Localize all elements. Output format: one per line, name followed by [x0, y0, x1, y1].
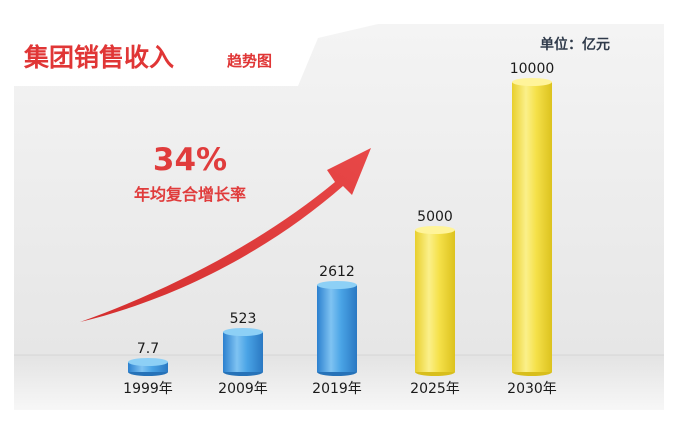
bar-body — [128, 362, 168, 372]
chart-title: 集团销售收入 — [23, 43, 174, 72]
x-tick-label: 2009年 — [218, 381, 268, 397]
bar-4 — [415, 226, 455, 376]
bar-body — [317, 285, 357, 372]
bar-value-label: 7.7 — [137, 341, 159, 357]
x-tick-label: 2025年 — [410, 381, 460, 397]
bar-2 — [223, 328, 263, 376]
bar-3 — [317, 281, 357, 376]
bar-cap — [128, 358, 168, 366]
growth-arrow — [80, 148, 371, 322]
bar-value-label: 10000 — [510, 61, 555, 77]
cagr-value: 34% — [153, 142, 227, 178]
bar-body — [512, 82, 552, 372]
bar-cap — [415, 226, 455, 234]
chart-subtitle: 趋势图 — [227, 52, 272, 70]
bar-cap — [512, 78, 552, 86]
bar-series: 7.7 1999年 523 2009年 2612 2019年 5000 2025年 10000 2… — [123, 61, 557, 397]
x-tick-label: 2030年 — [507, 381, 557, 397]
bar-value-label: 5000 — [417, 209, 453, 225]
cagr-label: 年均复合增长率 — [134, 185, 246, 204]
bar-value-label: 523 — [230, 311, 257, 327]
floor-panel — [14, 355, 664, 410]
bar-body — [415, 230, 455, 372]
x-tick-label: 1999年 — [123, 381, 173, 397]
unit-label: 单位：亿元 — [540, 36, 610, 53]
bar-cap — [223, 328, 263, 336]
title-tab — [14, 38, 318, 86]
backdrop-panel — [14, 24, 664, 355]
bar-cap — [317, 281, 357, 289]
x-tick-label: 2019年 — [312, 381, 362, 397]
bar-value-label: 2612 — [319, 264, 355, 280]
bar-body — [223, 332, 263, 372]
bar-1 — [128, 358, 168, 376]
bar-5 — [512, 78, 552, 376]
